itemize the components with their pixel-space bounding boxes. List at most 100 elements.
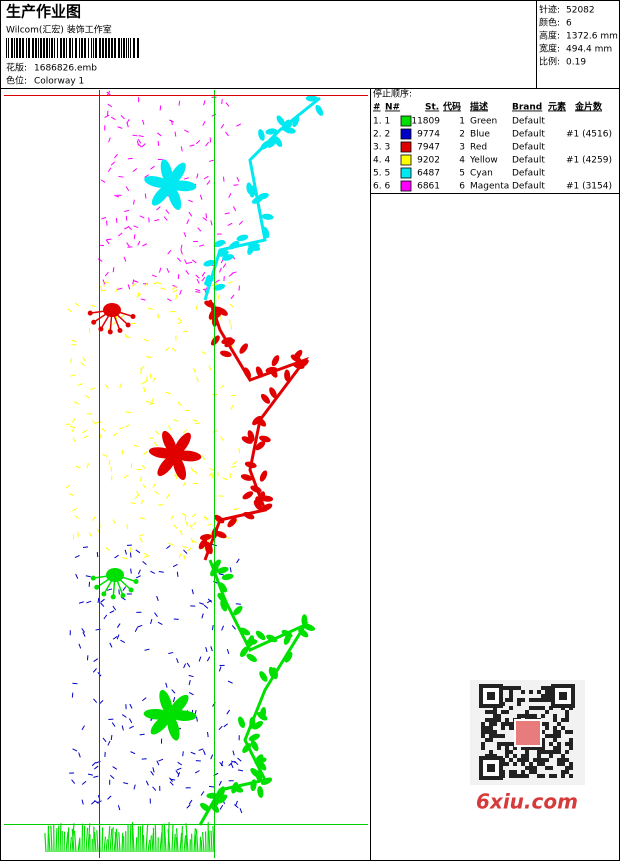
- stitch: [225, 102, 230, 107]
- stitch: [110, 161, 116, 166]
- leaf: [298, 628, 309, 638]
- leaf: [218, 582, 228, 593]
- qr-cell: [549, 754, 553, 758]
- stitch: [230, 760, 236, 763]
- qr-cell: [533, 758, 537, 762]
- bar: [49, 38, 50, 58]
- stitch: [160, 287, 166, 290]
- qr-cell: [509, 722, 513, 726]
- grass: [149, 835, 152, 853]
- qr-cell: [505, 746, 509, 750]
- row-index: 3. 3: [373, 143, 390, 153]
- stitch: [169, 119, 174, 123]
- stitch: [164, 347, 170, 352]
- leaf: [257, 712, 268, 721]
- bar: [66, 38, 67, 58]
- stitch: [82, 356, 86, 362]
- stitch: [129, 725, 134, 729]
- qr-cell: [541, 706, 545, 710]
- qr-cell: [565, 742, 569, 746]
- qr-cell: [569, 774, 573, 778]
- sequins: #1 (3154): [566, 182, 612, 192]
- leaf: [249, 185, 256, 198]
- bar: [126, 38, 127, 58]
- stitch: [141, 464, 147, 470]
- stitch: [86, 600, 92, 604]
- code: 4: [459, 156, 465, 166]
- stitch: [129, 703, 133, 709]
- stitch: [137, 138, 142, 144]
- petal: [144, 176, 171, 188]
- stitch: [199, 194, 203, 200]
- stitch: [75, 573, 79, 579]
- qr-cell: [545, 766, 549, 770]
- stitch: [81, 780, 87, 785]
- stitch: [230, 404, 234, 410]
- stitch: [120, 115, 125, 120]
- stitch: [179, 289, 182, 295]
- color-swatch: [400, 115, 412, 127]
- qr-cell: [557, 722, 561, 726]
- stitch: [115, 286, 119, 292]
- qr-cell: [557, 758, 561, 762]
- stitch: [74, 554, 80, 559]
- stitch: [130, 568, 132, 574]
- stitch: [211, 625, 214, 631]
- qr-cell: [509, 694, 513, 698]
- stitch: [88, 532, 93, 538]
- stitch: [100, 598, 105, 603]
- qr-cell: [565, 758, 569, 762]
- brand: Default: [512, 130, 545, 140]
- stitch: [205, 646, 208, 653]
- leaf: [252, 720, 264, 730]
- stitch: [133, 280, 139, 283]
- stitch: [78, 601, 84, 604]
- qr-cell: [565, 770, 569, 774]
- stitch: [195, 140, 201, 145]
- qr-cell: [493, 730, 497, 734]
- qr-cell: [529, 770, 533, 774]
- stitch: [141, 380, 147, 385]
- stitch: [153, 282, 159, 285]
- stitch: [132, 199, 135, 205]
- grass: [111, 827, 114, 853]
- stitches: 7947: [417, 143, 440, 153]
- qr-cell: [533, 698, 537, 702]
- stitch: [156, 595, 159, 601]
- stat-label: 比例:: [539, 56, 560, 68]
- qr-cell: [545, 694, 549, 698]
- qr-cell: [493, 722, 497, 726]
- stitch: [198, 748, 204, 751]
- stitch: [107, 167, 112, 173]
- leaf: [221, 573, 234, 581]
- stitch: [175, 770, 180, 775]
- stitch: [221, 99, 223, 105]
- qr-cell: [541, 714, 545, 718]
- brand: Default: [512, 169, 545, 179]
- bar: [60, 38, 62, 58]
- qr-cell: [553, 730, 557, 734]
- stitch: [140, 499, 144, 505]
- qr-cell: [485, 726, 489, 730]
- stitch: [154, 612, 158, 617]
- stitch: [159, 105, 162, 111]
- stitch: [206, 656, 211, 662]
- bar: [14, 38, 15, 58]
- grass: [67, 827, 70, 853]
- qr-cell: [481, 742, 485, 746]
- stitch: [177, 401, 182, 406]
- bar: [32, 38, 34, 58]
- leaf: [238, 716, 246, 728]
- qr-cell: [517, 774, 521, 778]
- qr-cell: [549, 742, 553, 746]
- petal: [157, 454, 176, 477]
- grass: [201, 832, 205, 853]
- stitch: [186, 804, 191, 809]
- stitch: [201, 351, 207, 355]
- bar: [81, 38, 83, 58]
- stitch: [190, 751, 196, 755]
- leaf: [266, 634, 278, 643]
- grass: [101, 827, 104, 853]
- qr-cell: [521, 714, 525, 718]
- bar: [128, 38, 129, 58]
